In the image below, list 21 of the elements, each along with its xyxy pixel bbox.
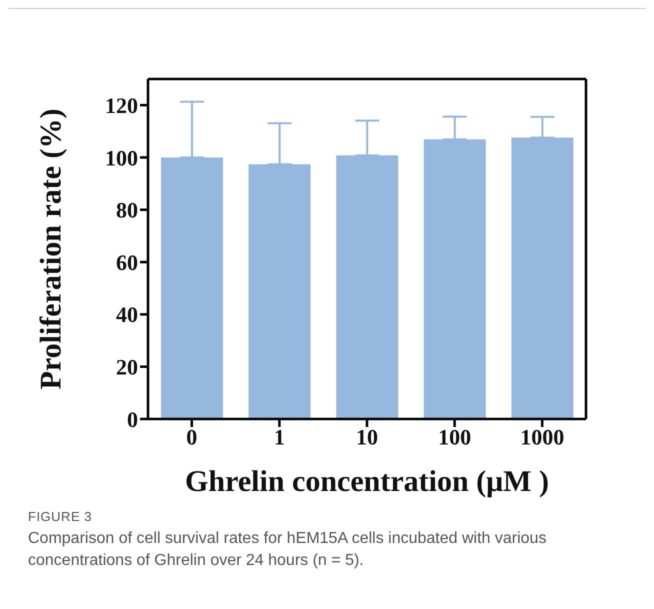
bar — [424, 139, 486, 419]
y-tick-label: 0 — [127, 406, 138, 432]
bar — [336, 155, 398, 419]
caption: FIGURE 3 — [28, 509, 93, 524]
y-tick-label: 100 — [105, 145, 138, 170]
x-tick-label: 100 — [438, 424, 472, 450]
y-tick-label: 120 — [105, 92, 138, 118]
y-axis-title: Proliferation rate (%) — [34, 108, 68, 390]
x-tick-label: 0 — [186, 424, 198, 450]
y-tick-label: 40 — [116, 302, 138, 328]
bar — [248, 164, 311, 419]
text: Comparison of cell survival rates for hEM15A cells incubated with various concentrations of Ghrelin over 24 hours (n = 5). — [28, 529, 548, 571]
x-tick-label: 1000 — [520, 424, 564, 450]
x-tick-label: 10 — [356, 424, 378, 450]
x-tick-label: 1 — [274, 424, 285, 450]
y-tick-label: 80 — [116, 198, 138, 223]
y-tick-label: 60 — [116, 250, 138, 275]
x-axis-title: Ghrelin concentration (μM ) — [185, 465, 549, 498]
bar — [161, 157, 223, 419]
bar — [511, 138, 574, 419]
y-tick-label: 20 — [116, 354, 138, 380]
